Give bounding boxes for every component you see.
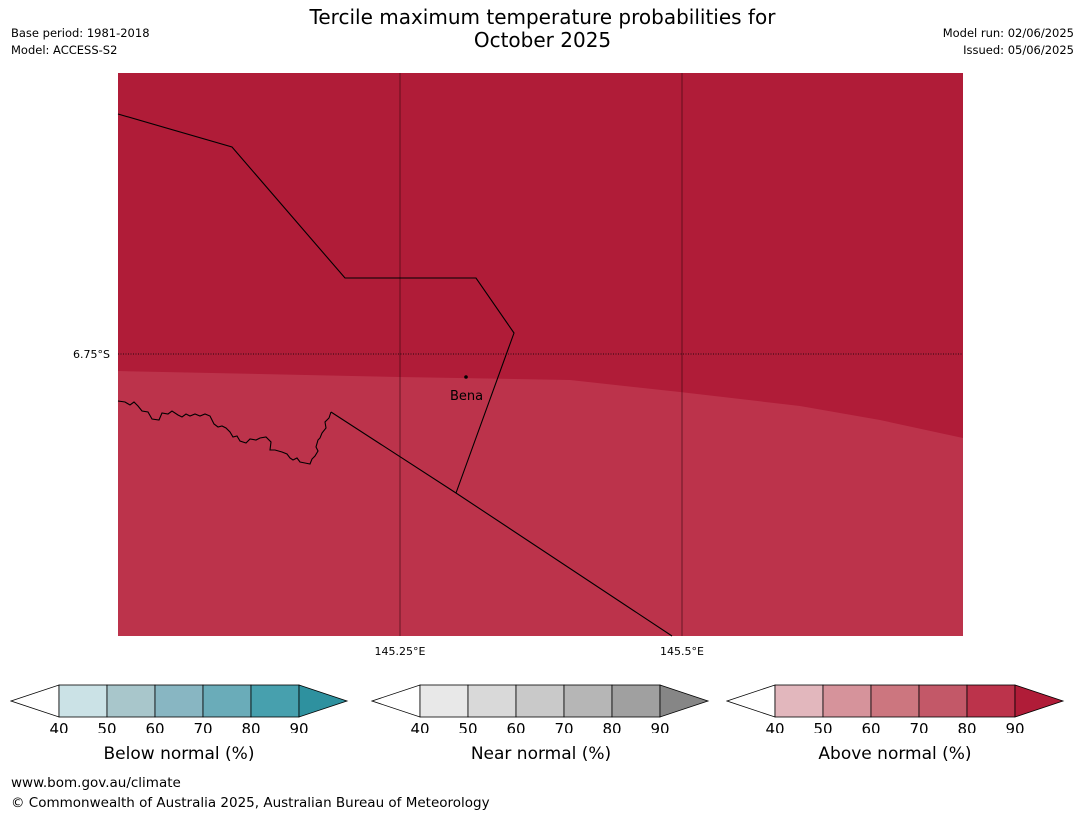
below-normal-bin-70-80 <box>202 684 252 718</box>
above-normal-tick-70: 70 <box>909 720 928 733</box>
above-normal-bin-60-70 <box>870 684 920 718</box>
above-normal-high-extension <box>1014 684 1065 718</box>
title-line-2: October 2025 <box>473 28 612 52</box>
below-normal-tick-50: 50 <box>97 720 116 733</box>
above-normal-bin-40-50 <box>774 684 824 718</box>
near-normal-tick-60: 60 <box>506 720 525 733</box>
longitude-label-145-5: 145.5°E <box>660 645 704 658</box>
base-period-text: Base period: 1981-2018 <box>11 26 150 40</box>
bena-place-label: Bena <box>450 389 483 404</box>
latitude-label: 6.75°S <box>73 348 110 361</box>
below-normal-bin-50-60 <box>106 684 156 718</box>
map-title: Tercile maximum temperature probabilitie… <box>0 6 1085 52</box>
above-normal-label: Above normal (%) <box>818 744 972 764</box>
title-line-1: Tercile maximum temperature probabilitie… <box>309 5 776 29</box>
bena-location-marker <box>464 375 468 379</box>
above-normal-tick-60: 60 <box>861 720 880 733</box>
model-text: Model: ACCESS-S2 <box>11 43 118 57</box>
below-normal-tick-70: 70 <box>193 720 212 733</box>
near-normal-tick-70: 70 <box>554 720 573 733</box>
near-normal-tick-50: 50 <box>458 720 477 733</box>
below-normal-bin-60-70 <box>154 684 204 718</box>
above-normal-tick-90: 90 <box>1005 720 1024 733</box>
near-normal-low-extension <box>371 684 421 718</box>
below-normal-tick-60: 60 <box>145 720 164 733</box>
below-normal-bin-80-90 <box>250 684 300 718</box>
near-normal-bin-50-60 <box>467 684 517 718</box>
longitude-label-145-25: 145.25°E <box>375 645 426 658</box>
boundary-line-north <box>117 113 515 494</box>
below-normal-tick-80: 80 <box>241 720 260 733</box>
meta-left: Base period: 1981-2018 Model: ACCESS-S2 <box>11 25 150 59</box>
below-normal-label: Below normal (%) <box>103 744 255 764</box>
forecast-map: Bena 6.75°S 145.25°E 145.5°E <box>73 73 963 658</box>
near-normal-colorbar: 40 50 60 70 80 90 <box>371 684 710 733</box>
near-normal-bin-60-70 <box>515 684 565 718</box>
above-normal-colorbar: 40 50 60 70 80 90 <box>726 684 1065 733</box>
footer-copyright: © Commonwealth of Australia 2025, Austra… <box>11 795 490 811</box>
above-normal-tick-80: 80 <box>957 720 976 733</box>
near-normal-high-extension <box>659 684 710 718</box>
near-normal-bin-40-50 <box>419 684 469 718</box>
below-normal-tick-90: 90 <box>289 720 308 733</box>
below-normal-low-extension <box>10 684 60 718</box>
near-normal-label: Near normal (%) <box>470 744 612 764</box>
footer-url: www.bom.gov.au/climate <box>11 775 181 791</box>
lower-probability-region <box>118 371 963 636</box>
meta-right: Model run: 02/06/2025 Issued: 05/06/2025 <box>943 25 1074 59</box>
near-normal-tick-80: 80 <box>602 720 621 733</box>
boundary-line-south <box>330 411 673 637</box>
near-normal-bin-70-80 <box>563 684 613 718</box>
above-normal-bin-50-60 <box>822 684 872 718</box>
below-normal-tick-40: 40 <box>49 720 68 733</box>
below-normal-colorbar: 40 50 60 70 80 90 <box>10 684 349 733</box>
river-line <box>117 400 332 465</box>
above-normal-tick-50: 50 <box>813 720 832 733</box>
model-run-text: Model run: 02/06/2025 <box>942 26 1074 40</box>
near-normal-tick-40: 40 <box>410 720 429 733</box>
above-normal-bin-70-80 <box>918 684 968 718</box>
above-normal-bin-80-90 <box>966 684 1016 718</box>
below-normal-bin-40-50 <box>58 684 108 718</box>
below-normal-high-extension <box>298 684 349 718</box>
above-normal-low-extension <box>726 684 776 718</box>
issued-text: Issued: 05/06/2025 <box>963 43 1074 57</box>
above-normal-tick-40: 40 <box>765 720 784 733</box>
near-normal-tick-90: 90 <box>650 720 669 733</box>
near-normal-bin-80-90 <box>611 684 661 718</box>
